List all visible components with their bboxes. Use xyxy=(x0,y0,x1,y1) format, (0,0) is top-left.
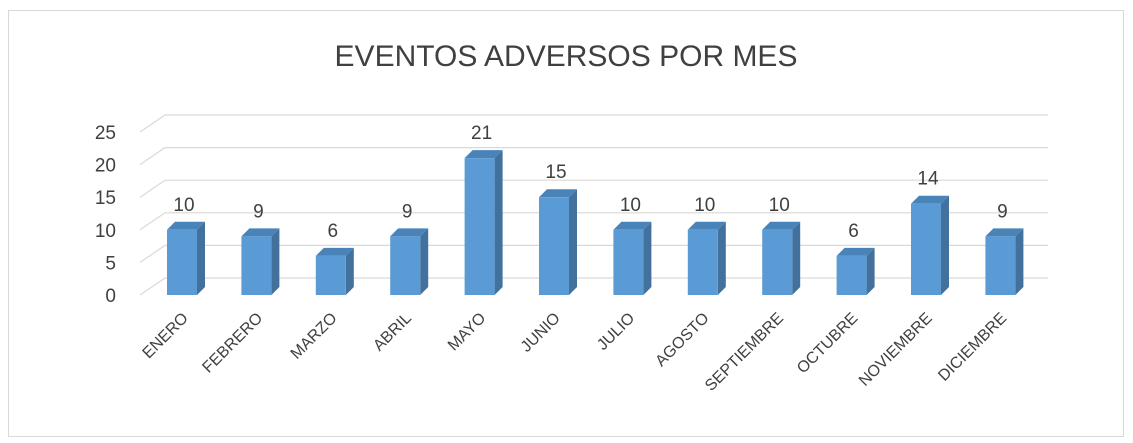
bar-front xyxy=(762,229,793,295)
grid-line xyxy=(139,244,1048,263)
bar-front xyxy=(315,255,346,295)
bar-top xyxy=(315,247,354,256)
bar-side xyxy=(494,150,503,295)
bar-top xyxy=(911,195,949,204)
bar-top xyxy=(167,221,205,230)
bar-side xyxy=(643,221,652,295)
bar xyxy=(911,195,949,295)
grid-line xyxy=(139,114,1048,133)
bar-top xyxy=(539,189,577,198)
bar-top xyxy=(613,221,652,230)
data-label: 10 xyxy=(173,195,194,216)
bar xyxy=(687,221,726,295)
y-tick-label: 25 xyxy=(95,123,116,144)
bar-top xyxy=(836,247,875,256)
data-label: 9 xyxy=(402,201,413,222)
bar-front xyxy=(687,229,718,295)
bar-front xyxy=(836,255,867,295)
bar-top xyxy=(985,228,1024,237)
y-tick-label: 20 xyxy=(95,156,116,177)
data-label: 14 xyxy=(917,169,939,190)
y-tick-label: 15 xyxy=(95,188,116,209)
bar xyxy=(613,221,652,295)
bar-top xyxy=(687,221,726,230)
data-label: 9 xyxy=(997,201,1008,222)
grid-line xyxy=(139,277,1048,296)
bar xyxy=(167,221,205,295)
bar-front xyxy=(911,203,941,295)
bar xyxy=(985,228,1024,295)
bar-top xyxy=(390,228,429,237)
grid-line xyxy=(139,147,1048,166)
data-label: 10 xyxy=(620,195,641,216)
data-label: 6 xyxy=(848,221,859,242)
bar-side xyxy=(420,228,429,295)
bar-front xyxy=(390,236,421,295)
bar-side xyxy=(569,189,577,295)
data-label: 21 xyxy=(471,123,492,144)
bar xyxy=(464,150,503,295)
bar-side xyxy=(717,221,726,295)
chart-title: EVENTOS ADVERSOS POR MES xyxy=(335,40,798,73)
bar-front xyxy=(167,229,197,295)
bar-front xyxy=(613,229,644,295)
bar-top xyxy=(241,228,280,237)
data-label: 10 xyxy=(694,195,715,216)
data-label: 15 xyxy=(545,162,566,183)
bar-side xyxy=(1015,228,1024,295)
bar-front xyxy=(464,158,495,295)
bar-side xyxy=(345,247,354,295)
bar-side xyxy=(866,247,875,295)
y-tick-label: 0 xyxy=(105,286,116,307)
bar-side xyxy=(197,221,205,295)
bar xyxy=(836,247,875,295)
bar-front xyxy=(985,236,1016,295)
bar xyxy=(390,228,429,295)
bar-side xyxy=(941,195,949,295)
bar xyxy=(241,228,280,295)
bar-side xyxy=(792,221,801,295)
bar-front xyxy=(241,236,272,295)
data-label: 10 xyxy=(769,195,790,216)
bar-side xyxy=(271,228,280,295)
grid-line xyxy=(139,212,1048,231)
bar xyxy=(315,247,354,295)
bar-top xyxy=(762,221,801,230)
y-tick-label: 5 xyxy=(105,253,116,274)
data-label: 6 xyxy=(328,221,339,242)
bar xyxy=(539,189,577,295)
data-label: 9 xyxy=(253,201,264,222)
bar xyxy=(762,221,801,295)
grid-line xyxy=(139,179,1048,198)
y-tick-label: 10 xyxy=(95,221,116,242)
bar-top xyxy=(464,150,503,159)
bar-front xyxy=(539,197,569,295)
